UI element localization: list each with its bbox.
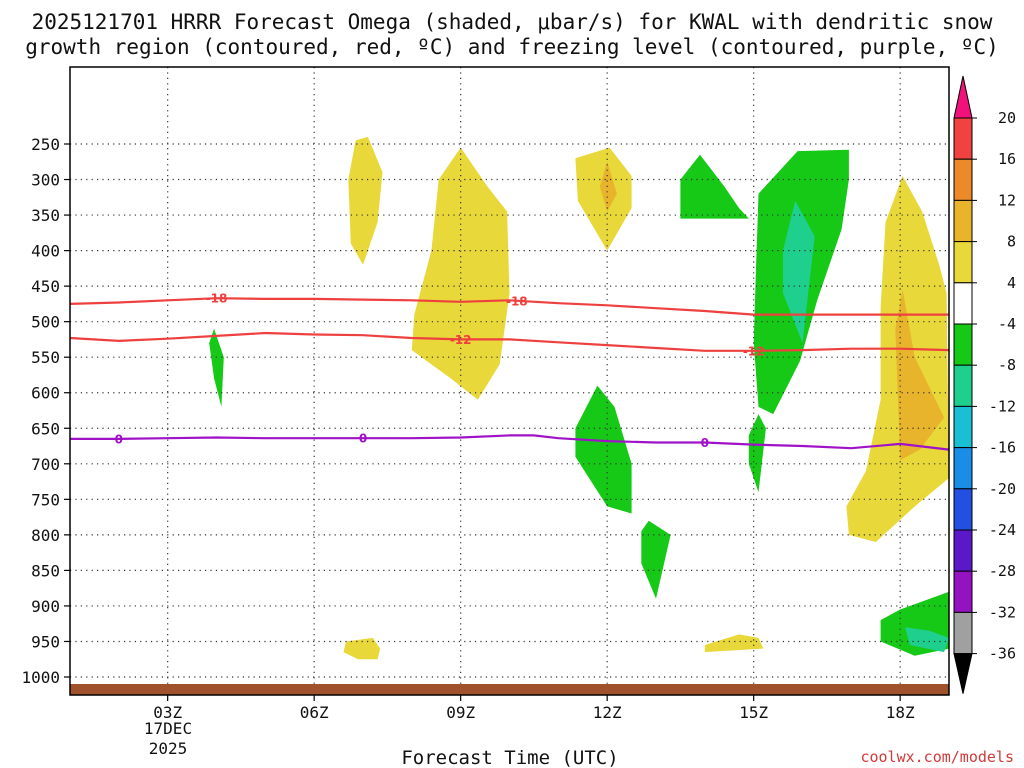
temperature-contours: -18 -18 -12 -12 0 0 0 [69, 292, 950, 451]
omega-region-2 [575, 147, 632, 251]
omega-region-7 [704, 634, 764, 653]
colorbar-label--24: -24 [989, 521, 1016, 539]
y-tick-label-1000: 1000 [21, 668, 60, 687]
colorbar-label--12: -12 [989, 397, 1016, 415]
omega-region-0 [348, 136, 383, 265]
colorbar-swatch-4 [953, 241, 973, 284]
x-tick-label-12Z: 12Z [593, 703, 622, 722]
x-tick-label-18Z: 18Z [886, 703, 915, 722]
omega-region-9 [680, 154, 749, 219]
colorbar-label--16: -16 [989, 439, 1016, 457]
pressure-gridlines [70, 67, 949, 695]
colorbar-label--32: -32 [989, 603, 1016, 621]
terrain-ground [70, 684, 949, 695]
y-tick-label-300: 300 [31, 171, 60, 190]
contour-line--18 [69, 297, 949, 316]
omega-region-5 [895, 289, 945, 461]
colorbar-swatch-9 [953, 447, 973, 490]
colorbar-swatch-8 [953, 405, 973, 449]
contour-label--12: -12 [743, 344, 765, 358]
colorbar-top-arrow [953, 75, 973, 119]
date-label-day: 17DEC [144, 719, 192, 738]
omega-region-3 [599, 161, 617, 212]
y-tick-label-250: 250 [31, 135, 60, 154]
y-tick-label-450: 450 [31, 277, 60, 296]
y-tick-label-850: 850 [31, 561, 60, 580]
colorbar-swatch-13 [953, 611, 973, 655]
colorbar-swatch-6 [953, 323, 973, 366]
colorbar-swatch-3 [953, 199, 973, 243]
chart-title-line-1: 2025121701 HRRR Forecast Omega (shaded, … [32, 10, 993, 34]
x-axis-ticks: 03Z 06Z 09Z 12Z 15Z 18Z [153, 695, 915, 722]
credit-link[interactable]: coolwx.com/models [860, 748, 1014, 766]
y-tick-label-650: 650 [31, 419, 60, 438]
colorbar-swatch-1 [953, 117, 973, 160]
omega-region-12 [575, 385, 632, 514]
omega-region-16 [905, 627, 949, 653]
colorbar-label--36: -36 [989, 645, 1016, 663]
colorbar: 20 16 12 8 4 -4 -8 -12 -16 -20 -24 -28 -32 -36 [953, 75, 1016, 694]
colorbar-swatch-11 [953, 529, 973, 572]
x-tick-label-06Z: 06Z [300, 703, 329, 722]
contour-label-0: 0 [359, 432, 367, 446]
omega-region-8 [209, 328, 224, 407]
y-tick-label-700: 700 [31, 455, 60, 474]
y-tick-label-750: 750 [31, 490, 60, 509]
y-tick-label-900: 900 [31, 597, 60, 616]
colorbar-label--28: -28 [989, 562, 1016, 580]
colorbar-swatch-12 [953, 570, 973, 613]
contour-label--18: -18 [506, 294, 528, 308]
colorbar-swatch-7 [953, 364, 973, 407]
y-tick-label-950: 950 [31, 632, 60, 651]
colorbar-bottom-arrow [953, 653, 973, 694]
y-tick-label-400: 400 [31, 242, 60, 261]
omega-shading [209, 136, 949, 660]
omega-region-13 [641, 520, 671, 599]
y-axis-ticks: 250 300 350 400 450 500 550 600 650 700 750 800 850 9… [21, 135, 70, 687]
colorbar-label-20: 20 [998, 109, 1016, 127]
y-tick-label-800: 800 [31, 526, 60, 545]
contour-label-0: 0 [701, 436, 709, 450]
y-tick-label-600: 600 [31, 384, 60, 403]
contour-label-0: 0 [115, 432, 123, 446]
omega-region-11 [783, 200, 815, 343]
colorbar-label--8: -8 [998, 356, 1016, 374]
omega-region-14 [748, 414, 766, 493]
x-tick-label-03Z: 03Z [153, 703, 182, 722]
y-tick-label-350: 350 [31, 206, 60, 225]
omega-region-1 [411, 147, 510, 400]
contour-line--12 [69, 331, 950, 352]
contour-line-0 [70, 434, 950, 451]
colorbar-swatch-10 [953, 488, 973, 531]
x-tick-label-09Z: 09Z [446, 703, 475, 722]
contour-label--12: -12 [450, 333, 472, 347]
colorbar-label-12: 12 [998, 191, 1016, 209]
colorbar-swatch-5 [953, 282, 973, 325]
chart-title-line-2: growth region (contoured, red, ºC) and f… [25, 35, 999, 59]
colorbar-label-16: 16 [998, 150, 1016, 168]
contour-label--18: -18 [206, 292, 228, 306]
date-label-year: 2025 [149, 739, 188, 758]
x-axis-title: Forecast Time (UTC) [401, 747, 618, 768]
colorbar-label-8: 8 [1007, 233, 1016, 251]
x-tick-label-15Z: 15Z [739, 703, 768, 722]
y-tick-label-500: 500 [31, 313, 60, 332]
colorbar-swatch-2 [953, 158, 973, 201]
colorbar-label-4: 4 [1007, 274, 1016, 292]
y-tick-label-550: 550 [31, 348, 60, 367]
plot-frame [69, 66, 950, 696]
colorbar-label--20: -20 [989, 480, 1016, 498]
omega-region-6 [343, 637, 381, 660]
colorbar-label--4: -4 [998, 315, 1016, 333]
